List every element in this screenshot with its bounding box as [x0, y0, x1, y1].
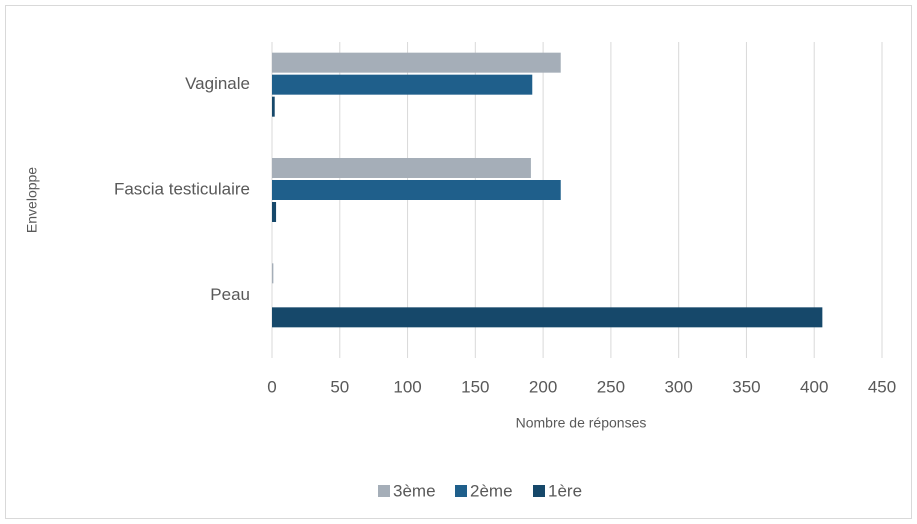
x-tick-label: 250	[597, 377, 625, 396]
y-axis-title: Enveloppe	[24, 167, 40, 233]
legend-label: 2ème	[470, 481, 513, 500]
bar	[272, 180, 561, 200]
bar	[272, 263, 274, 284]
x-tick-label: 350	[732, 377, 760, 396]
x-tick-label: 50	[330, 377, 349, 396]
bar	[272, 74, 533, 95]
x-tick-label: 200	[529, 377, 557, 396]
legend-label: 1ère	[548, 481, 582, 500]
x-tick-label: 150	[461, 377, 489, 396]
legend-swatch	[378, 485, 390, 497]
y-tick-label: Vaginale	[185, 74, 250, 93]
bar	[272, 96, 275, 117]
bar	[272, 307, 823, 328]
bar	[272, 158, 531, 178]
bar	[272, 202, 277, 222]
x-tick-label: 100	[393, 377, 421, 396]
x-tick-label: 300	[664, 377, 692, 396]
y-tick-label: Peau	[210, 285, 250, 304]
x-tick-label: 400	[800, 377, 828, 396]
legend-label: 3ème	[393, 481, 436, 500]
x-axis-title: Nombre de réponses	[516, 415, 647, 431]
x-tick-label: 0	[267, 377, 276, 396]
x-tick-label: 450	[868, 377, 896, 396]
bar	[272, 52, 561, 73]
y-tick-label: Fascia testiculaire	[114, 179, 250, 198]
legend-swatch	[455, 485, 467, 497]
legend-swatch	[533, 485, 545, 497]
